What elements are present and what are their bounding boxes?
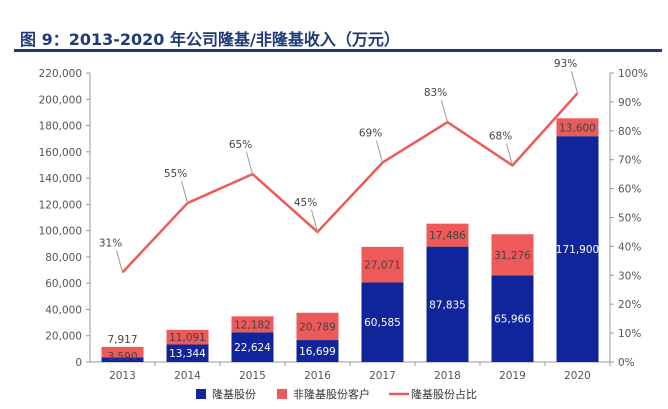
x-tick-label: 2013 [109, 370, 136, 382]
bar-longi-2020 [556, 136, 599, 362]
legend-longi-label: 隆基股份 [212, 387, 256, 401]
line-longi-share [121, 92, 579, 274]
y-right-tick-label: 90% [618, 97, 641, 109]
line-label-leader [116, 250, 123, 273]
y-right-tick-label: 0% [618, 357, 635, 369]
line-label-leader [441, 99, 448, 123]
bar-longi-2016 [296, 340, 339, 362]
x-tick-label: 2014 [174, 370, 201, 382]
bar-label-non-longi-2020: 13,600 [559, 122, 596, 134]
y-left-tick-label: 80,000 [45, 252, 82, 264]
bar-non-longi-2013 [101, 346, 144, 358]
legend-share-label: 隆基股份占比 [411, 387, 477, 401]
line-label-2018: 83% [424, 87, 447, 99]
bar-non-longi-2018 [426, 223, 469, 247]
line-label-2014: 55% [164, 168, 187, 180]
chart-title: 图 9：2013-2020 年公司隆基/非隆基收入（万元） [20, 30, 400, 49]
bar-longi-2019 [491, 275, 534, 362]
bar-label-longi-2015: 22,624 [234, 342, 271, 354]
y-right-tick-label: 80% [618, 126, 641, 138]
legend-non-longi-swatch [277, 389, 287, 399]
bar-longi-2013 [101, 357, 144, 362]
x-tick-label: 2018 [434, 370, 461, 382]
line-label-leader [311, 209, 318, 233]
x-tick-label: 2017 [369, 370, 396, 382]
line-label-leader [571, 71, 578, 94]
title-underline [14, 49, 662, 52]
x-tick-label: 2016 [304, 370, 331, 382]
line-label-leader [181, 180, 188, 204]
bar-non-longi-2020 [556, 118, 599, 137]
bar-label-non-longi-2015: 12,182 [234, 319, 271, 331]
y-right-tick-label: 30% [618, 270, 641, 282]
legend-non-longi-label: 非隆基股份客户 [293, 387, 370, 401]
bar-longi-2017 [361, 282, 404, 362]
bar-longi-2014 [166, 344, 209, 362]
y-left-tick-label: 160,000 [39, 147, 82, 159]
y-right-tick-label: 60% [618, 184, 641, 196]
y-right-tick-label: 20% [618, 299, 641, 311]
y-left-tick-label: 140,000 [39, 173, 82, 185]
bar-non-longi-2019 [491, 234, 534, 276]
x-tick-label: 2020 [564, 370, 591, 382]
bar-non-longi-2016 [296, 312, 339, 341]
y-left-tick-label: 0 [75, 357, 82, 369]
bar-label-non-longi-2016: 20,789 [299, 321, 336, 333]
line-label-2017: 69% [359, 128, 382, 140]
y-left-tick-label: 20,000 [45, 331, 82, 343]
bar-label-non-longi-2017: 27,071 [364, 260, 401, 272]
bar-non-longi-2014 [166, 329, 209, 345]
y-left-tick-label: 200,000 [39, 94, 82, 106]
bar-non-longi-2015 [231, 316, 274, 333]
bar-label-longi-2014: 13,344 [169, 348, 206, 360]
y-left-tick-label: 220,000 [39, 68, 82, 80]
line-label-2016: 45% [294, 197, 317, 209]
line-label-leader [376, 140, 383, 163]
y-left-tick-label: 180,000 [39, 121, 82, 133]
line-label-2019: 68% [489, 130, 512, 142]
line-label-2013: 31% [99, 237, 122, 249]
bar-label-non-longi-2019: 31,276 [494, 250, 531, 262]
bar-label-longi-2020: 171,900 [556, 244, 599, 256]
y-right-tick-label: 40% [618, 241, 641, 253]
y-right-tick-label: 100% [618, 68, 648, 80]
bar-longi-2018 [426, 246, 469, 362]
bar-label-longi-2013: 3,590 [107, 351, 137, 363]
line-label-2015: 65% [229, 139, 252, 151]
chart-header: 图 9：2013-2020 年公司隆基/非隆基收入（万元） [0, 0, 668, 52]
bar-non-longi-2017 [361, 246, 404, 283]
x-tick-label: 2015 [239, 370, 266, 382]
y-right-tick-label: 10% [618, 328, 641, 340]
y-right-tick-label: 50% [618, 213, 641, 225]
bar-label-longi-2019: 65,966 [494, 314, 531, 326]
bar-longi-2015 [231, 332, 274, 362]
line-label-leader [246, 152, 253, 175]
bar-label-non-longi-2014: 11,091 [169, 332, 206, 344]
bar-label-non-longi-2018: 17,486 [429, 230, 466, 242]
y-left-tick-label: 100,000 [39, 226, 82, 238]
bar-label-longi-2018: 87,835 [429, 299, 466, 311]
y-left-tick-label: 120,000 [39, 199, 82, 211]
line-label-2020: 93% [554, 58, 577, 70]
y-left-tick-label: 60,000 [45, 278, 82, 290]
line-label-leader [506, 143, 513, 166]
bar-label-longi-2016: 16,699 [299, 346, 336, 358]
bar-label-non-longi-2013: 7,917 [107, 334, 137, 346]
y-right-tick-label: 70% [618, 155, 641, 167]
legend-longi-swatch [196, 389, 206, 399]
bar-label-longi-2017: 60,585 [364, 317, 401, 329]
x-tick-label: 2019 [499, 370, 526, 382]
y-left-tick-label: 40,000 [45, 304, 82, 316]
